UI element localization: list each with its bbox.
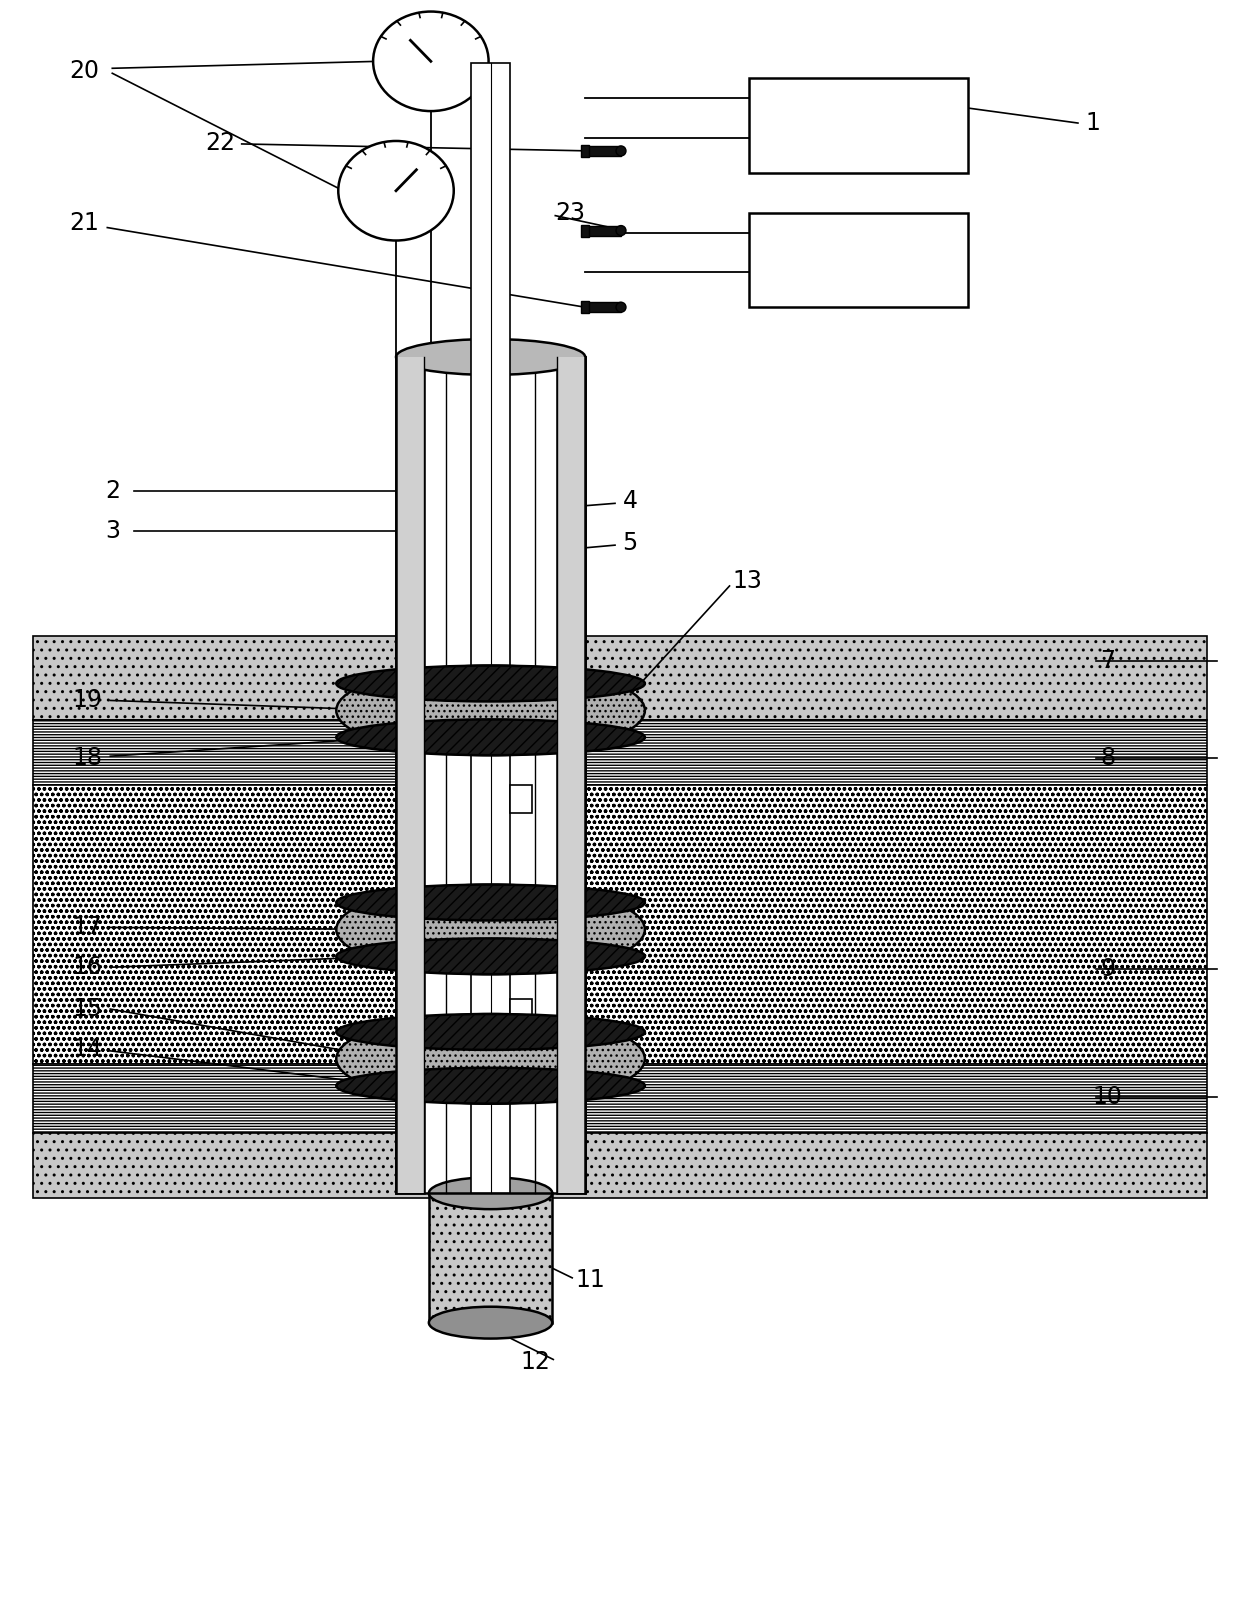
Bar — [32, 721, 1208, 785]
Bar — [471, 64, 511, 1193]
Bar — [429, 1193, 552, 1322]
Ellipse shape — [616, 302, 626, 312]
Text: 22: 22 — [205, 131, 234, 155]
Bar — [32, 636, 1208, 721]
Text: 9: 9 — [1100, 958, 1115, 982]
Bar — [749, 78, 968, 173]
Ellipse shape — [373, 11, 489, 110]
Ellipse shape — [396, 339, 585, 374]
Ellipse shape — [616, 225, 626, 235]
Text: 17: 17 — [72, 915, 103, 940]
Bar — [396, 357, 585, 1193]
Ellipse shape — [336, 1014, 645, 1103]
Ellipse shape — [616, 146, 626, 155]
Text: 5: 5 — [622, 531, 637, 555]
Bar — [585, 225, 621, 235]
Ellipse shape — [339, 141, 454, 240]
Text: 16: 16 — [72, 955, 103, 979]
Text: 19: 19 — [72, 689, 103, 713]
Ellipse shape — [336, 665, 645, 755]
Ellipse shape — [336, 939, 645, 974]
Text: 4: 4 — [622, 489, 637, 513]
Bar — [32, 785, 1208, 1063]
Text: 3: 3 — [105, 520, 120, 544]
Text: 6: 6 — [553, 579, 568, 603]
Text: 10: 10 — [1092, 1084, 1122, 1108]
Ellipse shape — [336, 884, 645, 974]
Text: 18: 18 — [72, 747, 103, 771]
Ellipse shape — [336, 1068, 645, 1103]
Ellipse shape — [336, 884, 645, 921]
Bar — [749, 213, 968, 307]
Bar — [424, 357, 557, 1193]
Text: 15: 15 — [72, 998, 103, 1022]
Ellipse shape — [336, 1014, 645, 1051]
Text: 21: 21 — [69, 211, 99, 235]
Text: 1: 1 — [1085, 110, 1100, 134]
Bar — [582, 224, 589, 237]
Text: 13: 13 — [733, 569, 763, 593]
Bar — [511, 785, 532, 812]
Text: 12: 12 — [521, 1351, 551, 1375]
Bar — [582, 146, 589, 157]
Bar — [582, 301, 589, 313]
Text: 8: 8 — [1100, 747, 1115, 771]
Bar — [396, 357, 424, 1193]
Bar — [585, 302, 621, 312]
Bar — [32, 1134, 1208, 1198]
Bar — [32, 1063, 1208, 1134]
Text: 7: 7 — [1100, 649, 1115, 673]
Text: 20: 20 — [69, 59, 99, 83]
Text: 11: 11 — [575, 1268, 605, 1292]
Text: 2: 2 — [105, 480, 120, 504]
Ellipse shape — [336, 720, 645, 755]
Bar — [557, 357, 585, 1193]
Bar — [585, 146, 621, 155]
Text: 14: 14 — [72, 1036, 103, 1060]
Bar — [511, 999, 532, 1027]
Bar — [557, 357, 585, 1193]
Ellipse shape — [429, 1177, 552, 1209]
Text: 23: 23 — [556, 200, 585, 224]
Bar — [396, 357, 424, 1193]
Ellipse shape — [429, 1306, 552, 1338]
Ellipse shape — [336, 665, 645, 702]
